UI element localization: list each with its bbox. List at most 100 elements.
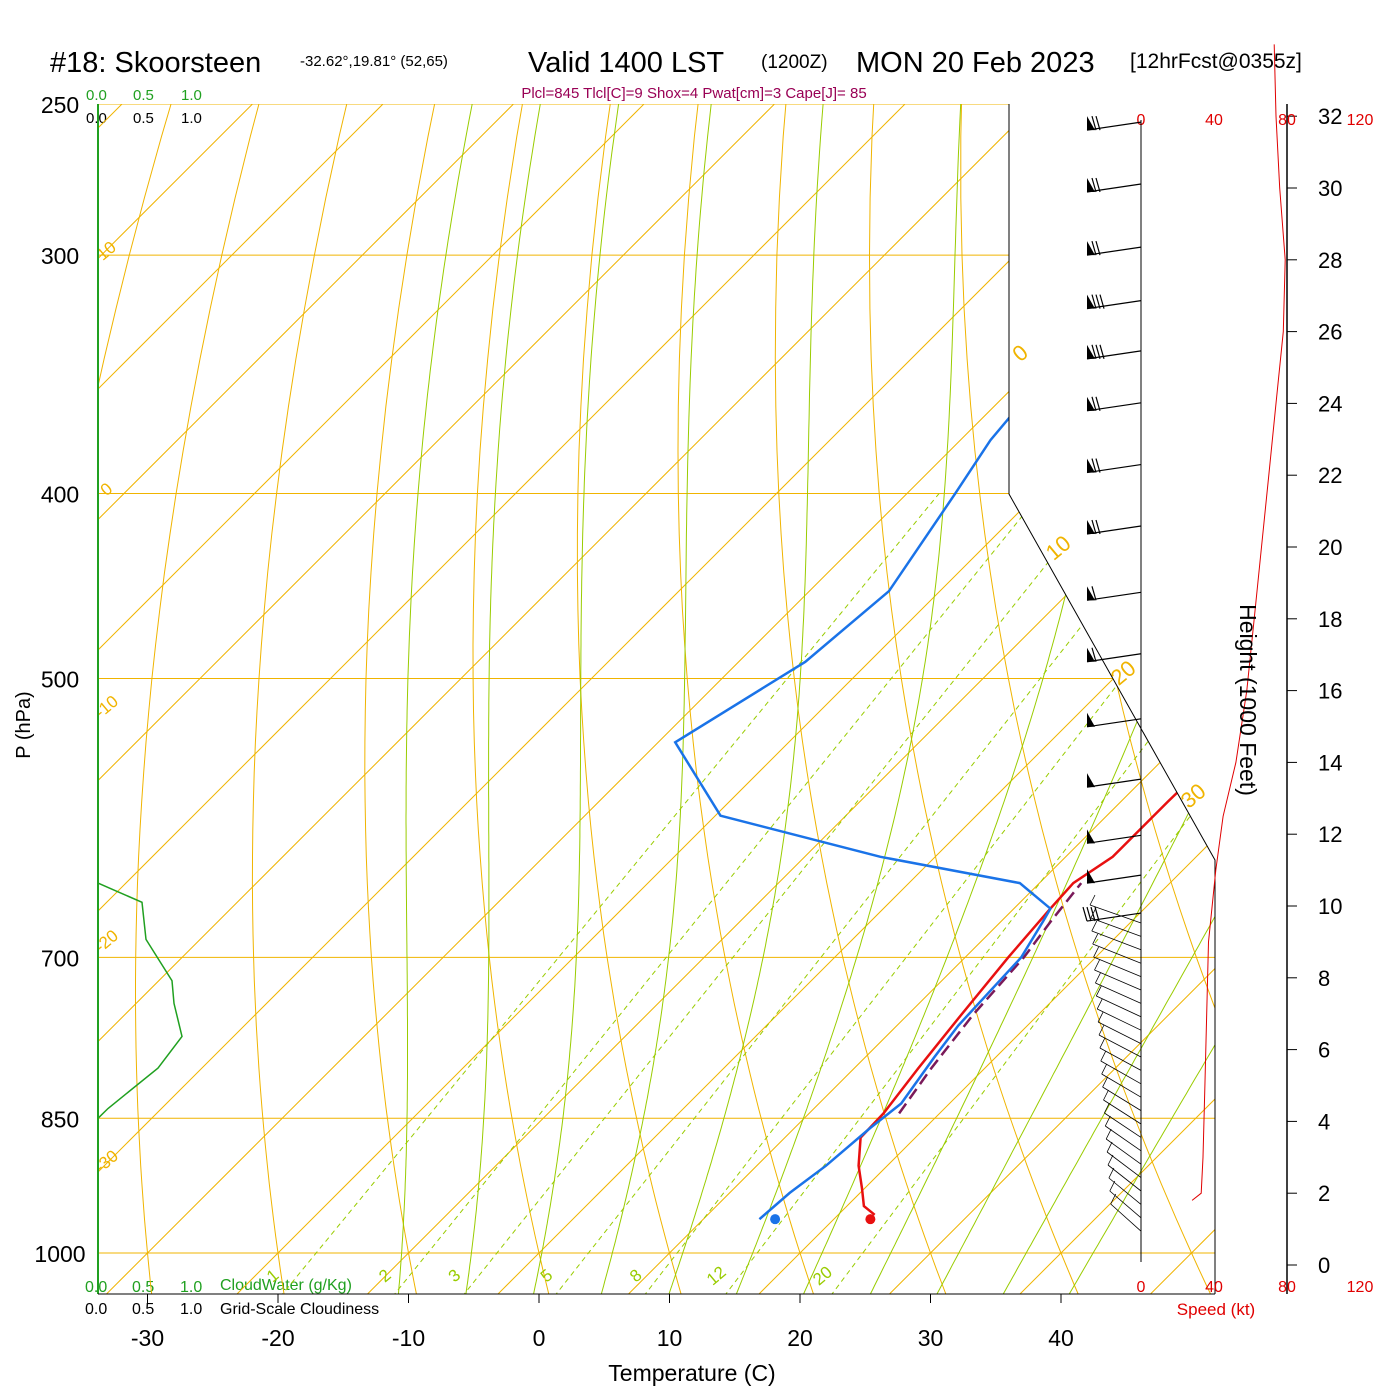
wind-barb-pennant xyxy=(1087,458,1095,473)
height-tick-label: 6 xyxy=(1318,1038,1330,1063)
height-tick-label: 18 xyxy=(1318,607,1342,632)
isotherm-label: 20 xyxy=(1106,655,1141,690)
wind-barb-feather xyxy=(1099,1037,1106,1049)
forecast-info: [12hrFcst@0355z] xyxy=(1130,50,1302,73)
speed-axis-title: Speed (kt) xyxy=(1177,1300,1255,1319)
station-coords: -32.62°,19.81° (52,65) xyxy=(300,53,448,70)
pressure-tick-label: 850 xyxy=(41,1106,79,1132)
right-boundary-line xyxy=(1008,104,1216,1294)
wind-barb-feather xyxy=(1095,972,1101,984)
wind-barb-staff xyxy=(1098,1034,1142,1058)
wind-barb-feather xyxy=(1090,907,1097,919)
top-scale-labels: 0.0 0.5 1.0 0.0 0.5 1.0 xyxy=(86,87,202,127)
wind-barb-staff xyxy=(1103,1099,1142,1125)
wind-barb-feather xyxy=(1096,998,1103,1010)
wind-barb-pennant xyxy=(1087,647,1095,662)
wind-barb-pennant xyxy=(1087,294,1095,309)
wind-barb-feather xyxy=(1091,458,1097,473)
dry-adiabat-line xyxy=(1135,104,1215,1294)
bottom-black-0: 0.0 xyxy=(85,1301,107,1318)
mixing-ratio-line xyxy=(803,493,1215,1294)
wind-barb-feather xyxy=(1095,519,1101,535)
wind-barb-staff xyxy=(1092,943,1142,964)
wind-barb-feather xyxy=(1095,294,1101,309)
x-tick-label: -30 xyxy=(131,1325,164,1351)
wind-barb-feather xyxy=(1107,1154,1114,1166)
height-tick-label: 32 xyxy=(1318,104,1342,129)
isotherm-line xyxy=(329,104,1215,1294)
wind-barb-pennant xyxy=(1087,519,1095,534)
wind-barb-feather xyxy=(1105,1128,1112,1140)
speed-tick-label-top: 120 xyxy=(1347,112,1374,129)
mixing-ratio-label: 8 xyxy=(626,1265,645,1286)
pressure-tick-label: 700 xyxy=(41,945,79,971)
height-tick-label: 10 xyxy=(1318,894,1342,919)
dry-adiabat-line xyxy=(868,104,1096,1294)
mixing-ratio-line xyxy=(696,493,1215,1294)
wind-barb-feather xyxy=(1091,294,1097,309)
dry-adiabat-line xyxy=(677,104,828,1294)
wind-barb-feather xyxy=(1100,1050,1107,1062)
wind-barb-feather xyxy=(1091,177,1097,193)
pressure-tick-label: 250 xyxy=(41,92,79,118)
dry-adiabat-line xyxy=(774,104,962,1294)
wind-barb-feather xyxy=(1095,396,1101,411)
x-tick-label: 10 xyxy=(657,1325,683,1351)
pressure-tick-label: 500 xyxy=(41,667,79,693)
height-axis-title: Height (1000 Feet) xyxy=(1235,604,1261,796)
top-green-0: 0.0 xyxy=(86,87,107,104)
bottom-black-2: 1.0 xyxy=(180,1301,202,1318)
forecast-date: MON 20 Feb 2023 xyxy=(856,47,1095,79)
isotherm-line xyxy=(98,104,418,1294)
wind-barb-staff xyxy=(1097,1008,1142,1031)
wind-barb-staff xyxy=(1091,930,1142,951)
wind-barb-staff xyxy=(1105,1125,1142,1152)
mixing-ratio-line xyxy=(250,493,940,1294)
isotherm-line xyxy=(98,104,809,1294)
cloud-water-profile xyxy=(97,882,183,1119)
wind-barb-feather xyxy=(1095,177,1101,193)
surface-temperature-dot xyxy=(865,1214,876,1225)
wind-barb-feather xyxy=(1082,906,1088,922)
height-tick-label: 22 xyxy=(1318,463,1342,488)
wind-barb-staff xyxy=(1097,1021,1142,1044)
dry-adiabat-line xyxy=(960,104,1215,1294)
pressure-tick-label: 300 xyxy=(41,243,79,269)
isotherm-label: -10 xyxy=(91,692,122,722)
dry-adiabat-line xyxy=(576,104,693,1294)
x-tick-label: 40 xyxy=(1048,1325,1074,1351)
wind-barb-feather xyxy=(1091,519,1097,535)
wind-barb-pennant xyxy=(1087,241,1095,256)
isotherm-line xyxy=(720,104,1215,1294)
speed-tick-label-bottom: 40 xyxy=(1205,1279,1223,1296)
isotherm-label: -20 xyxy=(91,926,122,956)
mixing-ratio-label: 5 xyxy=(537,1265,556,1286)
cloud-water-line xyxy=(97,882,183,1119)
dry-adiabat-line xyxy=(251,104,356,1294)
wind-barb-feather xyxy=(1091,115,1097,131)
wind-barb-feather xyxy=(1098,1024,1105,1036)
isotherm-label: -30 xyxy=(91,1146,122,1176)
wind-barb-staff xyxy=(1095,982,1142,1004)
wind-barb-feather xyxy=(1099,294,1105,309)
wind-barb-feather xyxy=(1103,1089,1109,1101)
height-tick-label: 8 xyxy=(1318,966,1330,991)
x-tick-label: 30 xyxy=(918,1325,944,1351)
wind-barb-feather xyxy=(1095,458,1101,473)
isotherm-line xyxy=(198,104,1215,1294)
wind-barb-staff xyxy=(1090,917,1142,937)
mixing-ratio-label: 20 xyxy=(809,1262,836,1289)
wind-barb-staff xyxy=(1093,956,1142,977)
x-axis-title: Temperature (C) xyxy=(608,1360,775,1386)
wind-barb-staff xyxy=(1101,1073,1142,1098)
wind-barb-staff xyxy=(1102,1086,1142,1111)
mixing-ratio-line xyxy=(615,493,1215,1294)
top-green-2: 1.0 xyxy=(181,87,202,104)
height-tick-label: 24 xyxy=(1318,391,1342,416)
top-green-1: 0.5 xyxy=(133,87,154,104)
background-grid xyxy=(98,104,1215,1294)
wind-barb-feather xyxy=(1101,1063,1108,1075)
wind-barb-feather xyxy=(1086,906,1092,922)
